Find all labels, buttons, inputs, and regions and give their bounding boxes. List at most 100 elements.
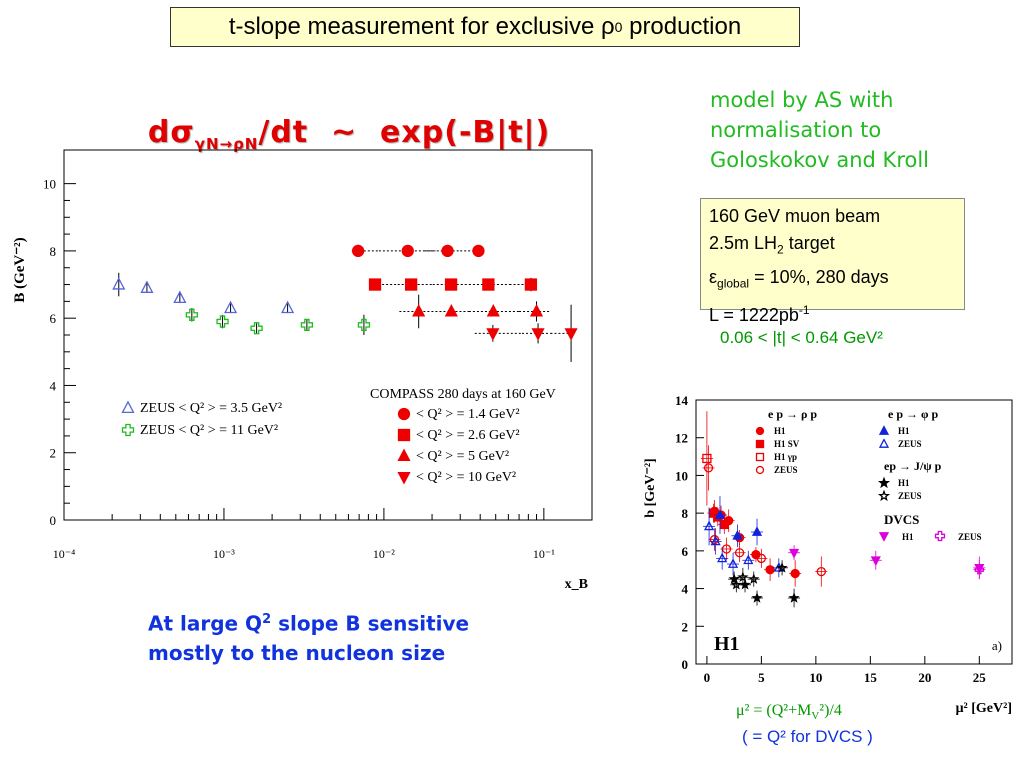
legend-label: < Q² > = 2.6 GeV²	[416, 428, 520, 443]
data-point	[727, 558, 739, 568]
legend-label: H1	[898, 478, 910, 488]
data-point	[702, 453, 712, 464]
x-tick-label: 0	[704, 670, 711, 685]
data-point	[444, 304, 458, 317]
data-point	[529, 304, 544, 317]
h1-slope-chart: 0 2 4 6 8 10 12 14 0 5 10 15 20 25 b [GeV⁻²] μ² [GeV²] H…	[643, 393, 1013, 716]
plot-frame	[63, 149, 593, 521]
conclusion-b: slope B sensitive	[271, 611, 470, 636]
legend-marker	[397, 471, 411, 485]
mu-definition-text: μ² = (Q²+M	[736, 702, 812, 719]
legend-label: H1	[898, 426, 910, 436]
data-point	[773, 562, 784, 572]
legend-label: ZEUS < Q² > = 11 GeV²	[140, 423, 278, 438]
y-tick-label: 12	[675, 431, 688, 446]
legend-label: ZEUS	[958, 532, 982, 542]
data-point	[717, 552, 728, 563]
data-point	[703, 463, 714, 473]
y-axis-label: b [GeV⁻²]	[643, 458, 658, 517]
data-point	[140, 280, 154, 293]
data-point	[524, 278, 538, 291]
data-point	[412, 304, 426, 317]
mu-definition-sub: V	[811, 710, 820, 723]
x-tick-label: 10⁻³	[213, 547, 235, 561]
plot-frame	[695, 399, 1013, 665]
data-point	[185, 308, 199, 321]
x-tick-label: 25	[973, 670, 987, 685]
legend-label: ZEUS < Q² > = 3.5 GeV²	[140, 401, 282, 416]
model-note-line: Goloskokov and Kroll	[710, 148, 930, 172]
conclusion-line-1: At large Q2 slope B sensitive	[148, 605, 548, 639]
data-point	[788, 548, 800, 559]
series-6	[728, 571, 801, 608]
legend-label: < Q² > = 1.4 GeV²	[416, 407, 520, 422]
data-point	[486, 328, 500, 341]
target-sub: 2	[777, 242, 784, 257]
series-2	[351, 244, 485, 258]
formula-sub: γN→ρN	[194, 135, 259, 153]
legend-label: H1	[902, 532, 914, 542]
slide-title-sup: 0	[614, 19, 623, 35]
series-0	[112, 272, 295, 314]
data-point	[790, 568, 800, 579]
y-tick-label: 10	[675, 468, 688, 483]
legend-title: COMPASS 280 days at 160 GeV	[370, 387, 556, 402]
data-point	[173, 290, 187, 304]
legend-title: e p → φ p	[888, 407, 938, 421]
legend-marker	[934, 530, 946, 542]
t-range-text: 0.06 < |t| < 0.64 GeV²	[720, 328, 883, 347]
legend-marker	[397, 448, 411, 462]
series-4	[399, 294, 551, 329]
legend-marker	[877, 476, 891, 489]
panel-label: a)	[992, 638, 1002, 653]
y-tick-label: 2	[682, 619, 689, 634]
mu-definition: μ² = (Q²+MV²)/4	[736, 702, 842, 722]
legend-label: < Q² > = 10 GeV²	[416, 470, 516, 485]
data-point	[401, 244, 414, 258]
data-point	[748, 573, 760, 584]
legend-marker	[877, 489, 891, 502]
x-tick-label: 5	[758, 670, 765, 685]
mu-note: ( = Q² for DVCS )	[742, 727, 873, 746]
data-point	[737, 571, 749, 582]
y-tick-label: 2	[50, 446, 57, 461]
data-point	[368, 278, 382, 291]
data-point	[281, 300, 295, 314]
x-tick-label: 20	[918, 670, 931, 685]
data-point	[756, 553, 767, 564]
legend-label: H1	[774, 426, 786, 436]
efficiency-line: εglobal = 10%, 280 days	[709, 264, 956, 298]
y-tick-label: 6	[682, 544, 689, 559]
x-tick-label: 10	[809, 670, 822, 685]
compass-slope-chart: 0 2 4 6 8 10 10⁻⁴ 10⁻³ 10⁻² 10⁻¹ B (GeV⁻²) x_B ZEUS …	[12, 149, 593, 592]
data-point	[223, 300, 238, 314]
efficiency-symbol: ε	[709, 266, 718, 287]
conclusion-text: At large Q2 slope B sensitive mostly to …	[148, 605, 548, 668]
target-prefix: 2.5m LH	[709, 233, 778, 253]
y-tick-label: 14	[675, 393, 689, 408]
legend-label: H1 SV	[774, 439, 800, 449]
experiment-info-box: 160 GeV muon beam 2.5m LH2 target εgloba…	[700, 198, 965, 325]
legend-marker	[755, 452, 765, 462]
legend-title: DVCS	[884, 512, 919, 527]
y-axis-label: B (GeV⁻²)	[12, 237, 28, 302]
conclusion-sup: 2	[262, 612, 272, 627]
model-note: model by AS with normalisation to Golosk…	[710, 85, 1010, 175]
data-point	[734, 548, 745, 558]
x-axis-label: μ² [GeV²]	[956, 701, 1012, 716]
data-point	[250, 322, 263, 335]
series-4	[713, 496, 764, 548]
data-point	[486, 304, 500, 317]
slide-title-text: t-slope measurement for exclusive ρ	[228, 13, 615, 40]
data-point	[751, 592, 763, 603]
series-5	[703, 507, 785, 578]
legend-title: ep → J/ψ p	[884, 459, 942, 473]
model-note-line: normalisation to	[710, 118, 882, 142]
legend-marker	[755, 465, 765, 475]
data-point	[404, 278, 418, 291]
legend-label: ZEUS	[898, 439, 922, 449]
data-point	[788, 592, 800, 603]
data-point	[703, 520, 715, 531]
legend-marker	[878, 425, 890, 435]
